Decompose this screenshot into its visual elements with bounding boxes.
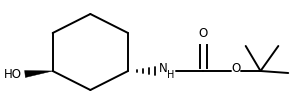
- Text: O: O: [198, 27, 208, 40]
- Text: O: O: [232, 63, 241, 76]
- Polygon shape: [25, 71, 53, 77]
- Text: H: H: [167, 70, 174, 80]
- Text: N: N: [159, 63, 167, 76]
- Text: HO: HO: [4, 67, 22, 80]
